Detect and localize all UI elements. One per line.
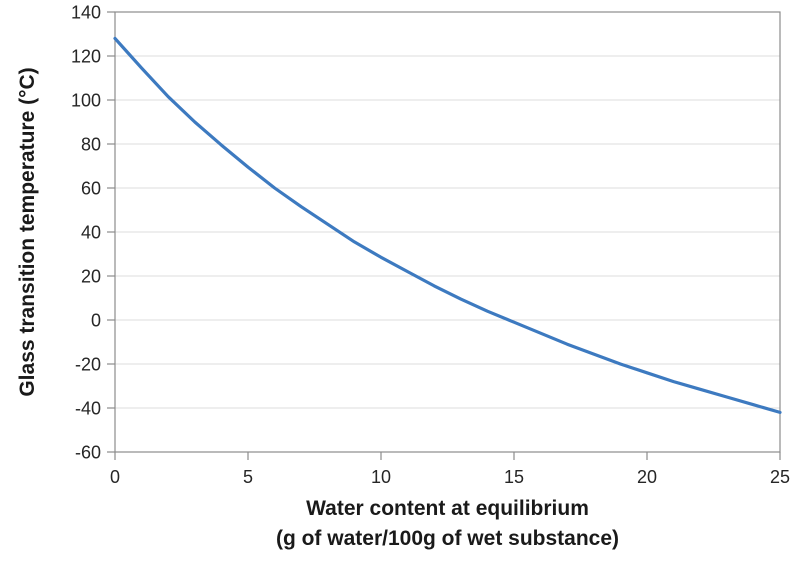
y-tick-label: -20 (75, 355, 101, 375)
x-tick-label: 10 (371, 467, 391, 487)
y-tick-label: 140 (71, 3, 101, 23)
x-tick-label: 25 (770, 467, 790, 487)
y-tick-label: 0 (91, 311, 101, 331)
y-tick-label: 80 (81, 135, 101, 155)
y-tick-label: 120 (71, 47, 101, 67)
x-axis-title: Water content at equilibrium (g of water… (115, 494, 780, 554)
y-tick-label: 100 (71, 91, 101, 111)
tg-curve (113, 36, 782, 414)
x-tick-label: 20 (637, 467, 657, 487)
y-tick-label: -60 (75, 443, 101, 463)
y-tick-label: -40 (75, 399, 101, 419)
y-tick-label: 60 (81, 179, 101, 199)
x-axis-title-line1: Water content at equilibrium (306, 497, 589, 520)
y-tick-label: 20 (81, 267, 101, 287)
y-axis-title: Glass transition temperature (°C) (16, 67, 39, 397)
x-axis-title-line2: (g of water/100g of wet substance) (275, 527, 620, 550)
y-tick-label: 40 (81, 223, 101, 243)
x-tick-label: 15 (504, 467, 524, 487)
x-tick-label: 5 (243, 467, 253, 487)
x-tick-label: 0 (110, 467, 120, 487)
